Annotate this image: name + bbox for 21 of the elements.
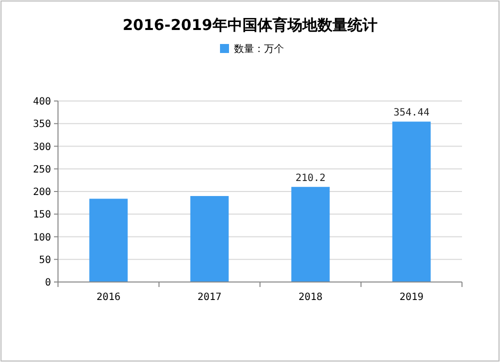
legend-label: 数量：万个 bbox=[234, 43, 284, 55]
y-tick-label: 50 bbox=[38, 254, 51, 266]
y-tick-label: 100 bbox=[32, 232, 51, 244]
y-tick-label: 300 bbox=[32, 142, 51, 153]
x-tick-label: 2018 bbox=[298, 292, 323, 303]
y-tick-label: 250 bbox=[32, 164, 51, 176]
y-tick-label: 400 bbox=[32, 96, 51, 108]
x-tick-label: 2016 bbox=[96, 292, 121, 303]
bar bbox=[291, 186, 330, 282]
data-label: 210.2 bbox=[295, 172, 326, 184]
y-tick-label: 350 bbox=[32, 119, 51, 130]
data-label: 354.44 bbox=[393, 108, 430, 119]
bar bbox=[89, 198, 128, 282]
bar bbox=[190, 196, 229, 282]
chart-title: 2016-2019年中国体育场地数量统计 bbox=[122, 16, 378, 34]
y-tick-label: 150 bbox=[32, 210, 51, 221]
y-tick-label: 0 bbox=[44, 278, 51, 288]
x-tick-label: 2017 bbox=[197, 292, 222, 303]
y-tick-label: 200 bbox=[32, 187, 51, 198]
bar bbox=[392, 122, 431, 282]
x-tick-label: 2019 bbox=[399, 292, 424, 303]
